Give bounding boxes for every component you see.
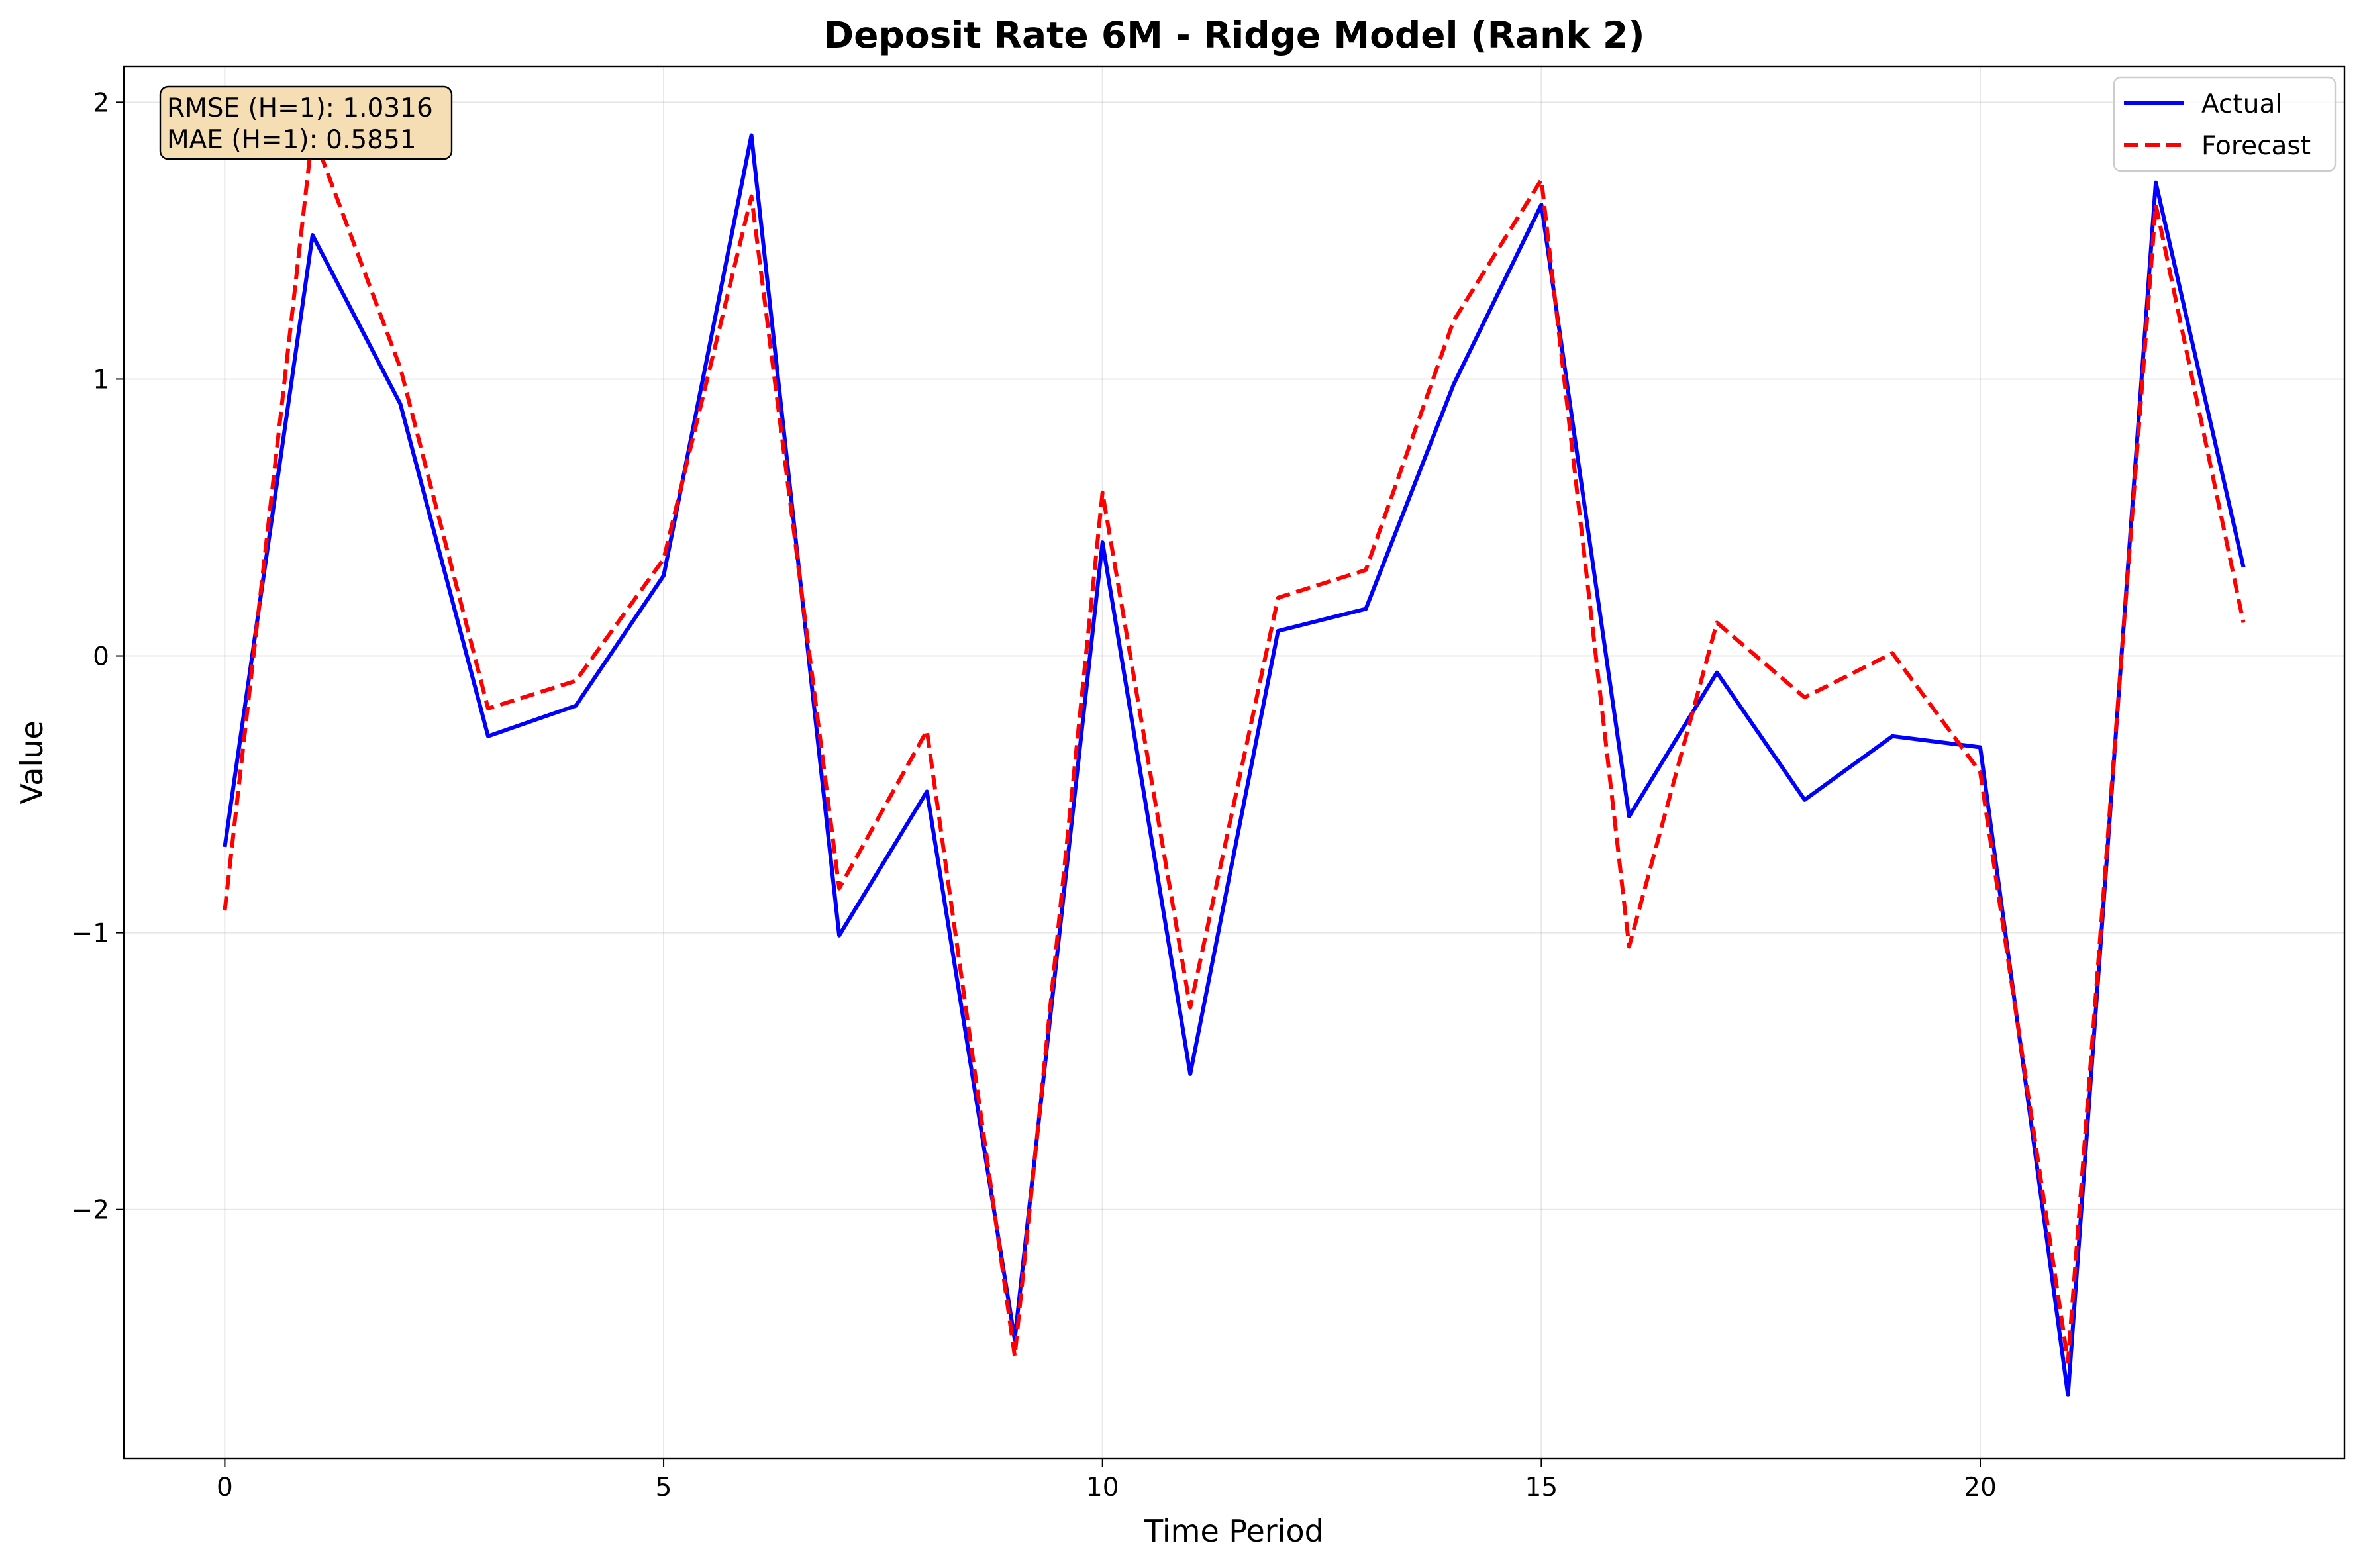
data-point-actual <box>1890 734 1894 738</box>
data-point-actual <box>1276 629 1280 633</box>
data-point-forecast <box>1539 177 1543 181</box>
data-point-actual <box>2066 1393 2070 1397</box>
data-point-actual <box>1101 540 1105 544</box>
data-point-actual <box>1364 607 1368 611</box>
data-point-forecast <box>925 728 929 732</box>
y-tick-label: −1 <box>72 919 110 949</box>
series-line-actual <box>223 133 2246 1397</box>
x-tick-label: 15 <box>1525 1473 1558 1502</box>
data-point-forecast <box>837 887 841 891</box>
data-point-forecast <box>486 707 490 710</box>
x-axis-label: Time Period <box>1144 1513 1324 1549</box>
x-tick-label: 20 <box>1964 1473 1997 1502</box>
y-tick-label: 0 <box>93 642 109 672</box>
plot-frame <box>123 65 2346 1460</box>
data-point-actual <box>1803 798 1807 802</box>
data-point-forecast <box>1978 770 1982 774</box>
data-point-forecast <box>1276 596 1280 600</box>
data-point-forecast <box>223 908 226 912</box>
data-point-forecast <box>398 366 402 370</box>
rmse-text: RMSE (H=1): 1.0316 <box>167 93 433 123</box>
y-tick-label: −2 <box>72 1196 110 1226</box>
data-point-forecast <box>1364 568 1368 572</box>
legend-label-actual: Actual <box>2201 89 2282 119</box>
data-point-actual <box>1978 746 1982 750</box>
data-point-forecast <box>1188 1006 1192 1010</box>
data-point-actual <box>750 134 754 138</box>
data-point-forecast <box>1715 620 1719 624</box>
data-point-actual <box>1627 814 1631 818</box>
data-point-actual <box>837 934 841 938</box>
data-point-actual <box>1188 1072 1192 1076</box>
y-tick-label: 2 <box>93 88 109 118</box>
data-point-actual <box>486 734 490 738</box>
grid <box>124 66 2344 1459</box>
data-point-actual <box>2154 181 2158 185</box>
legend-background <box>2113 76 2337 172</box>
series-line-forecast <box>223 130 2246 1364</box>
ticks: 0 5 10 15 20 −2 −1 0 1 2 <box>72 88 1997 1502</box>
legend: Actual Forecast <box>2113 76 2337 172</box>
data-point-forecast <box>662 557 666 561</box>
chart-title: Deposit Rate 6M - Ridge Model (Rank 2) <box>824 14 1645 56</box>
metrics-annotation: RMSE (H=1): 1.0316 MAE (H=1): 0.5851 <box>159 85 453 160</box>
data-point-forecast <box>750 195 754 199</box>
x-tick-label: 5 <box>656 1473 672 1502</box>
y-tick-label: 1 <box>93 365 109 395</box>
data-point-forecast <box>1627 945 1631 949</box>
data-point-forecast <box>2242 620 2246 624</box>
data-point-actual <box>311 233 315 237</box>
data-point-actual <box>2242 565 2246 569</box>
data-point-forecast <box>1803 695 1807 699</box>
data-point-actual <box>1715 671 1719 675</box>
legend-label-forecast: Forecast <box>2201 131 2311 161</box>
x-tick-label: 10 <box>1086 1473 1119 1502</box>
x-tick-label: 0 <box>217 1473 233 1502</box>
data-point-actual <box>398 402 402 406</box>
data-point-actual <box>662 573 666 577</box>
data-point-forecast <box>2066 1360 2070 1364</box>
data-point-forecast <box>1890 651 1894 655</box>
metrics-annotation-background <box>159 85 453 160</box>
data-point-actual <box>223 845 226 849</box>
data-point-forecast <box>2154 203 2158 207</box>
data-point-actual <box>1452 383 1456 387</box>
data-point-forecast <box>1013 1354 1017 1358</box>
y-axis-label: Value <box>14 720 50 804</box>
series-layer <box>223 130 2246 1397</box>
data-point-forecast <box>1101 491 1105 495</box>
data-point-actual <box>1539 203 1543 207</box>
data-point-actual <box>574 704 578 708</box>
mae-text: MAE (H=1): 0.5851 <box>167 125 417 155</box>
data-point-actual <box>925 789 929 793</box>
data-point-forecast <box>574 679 578 683</box>
data-point-forecast <box>1452 319 1456 323</box>
